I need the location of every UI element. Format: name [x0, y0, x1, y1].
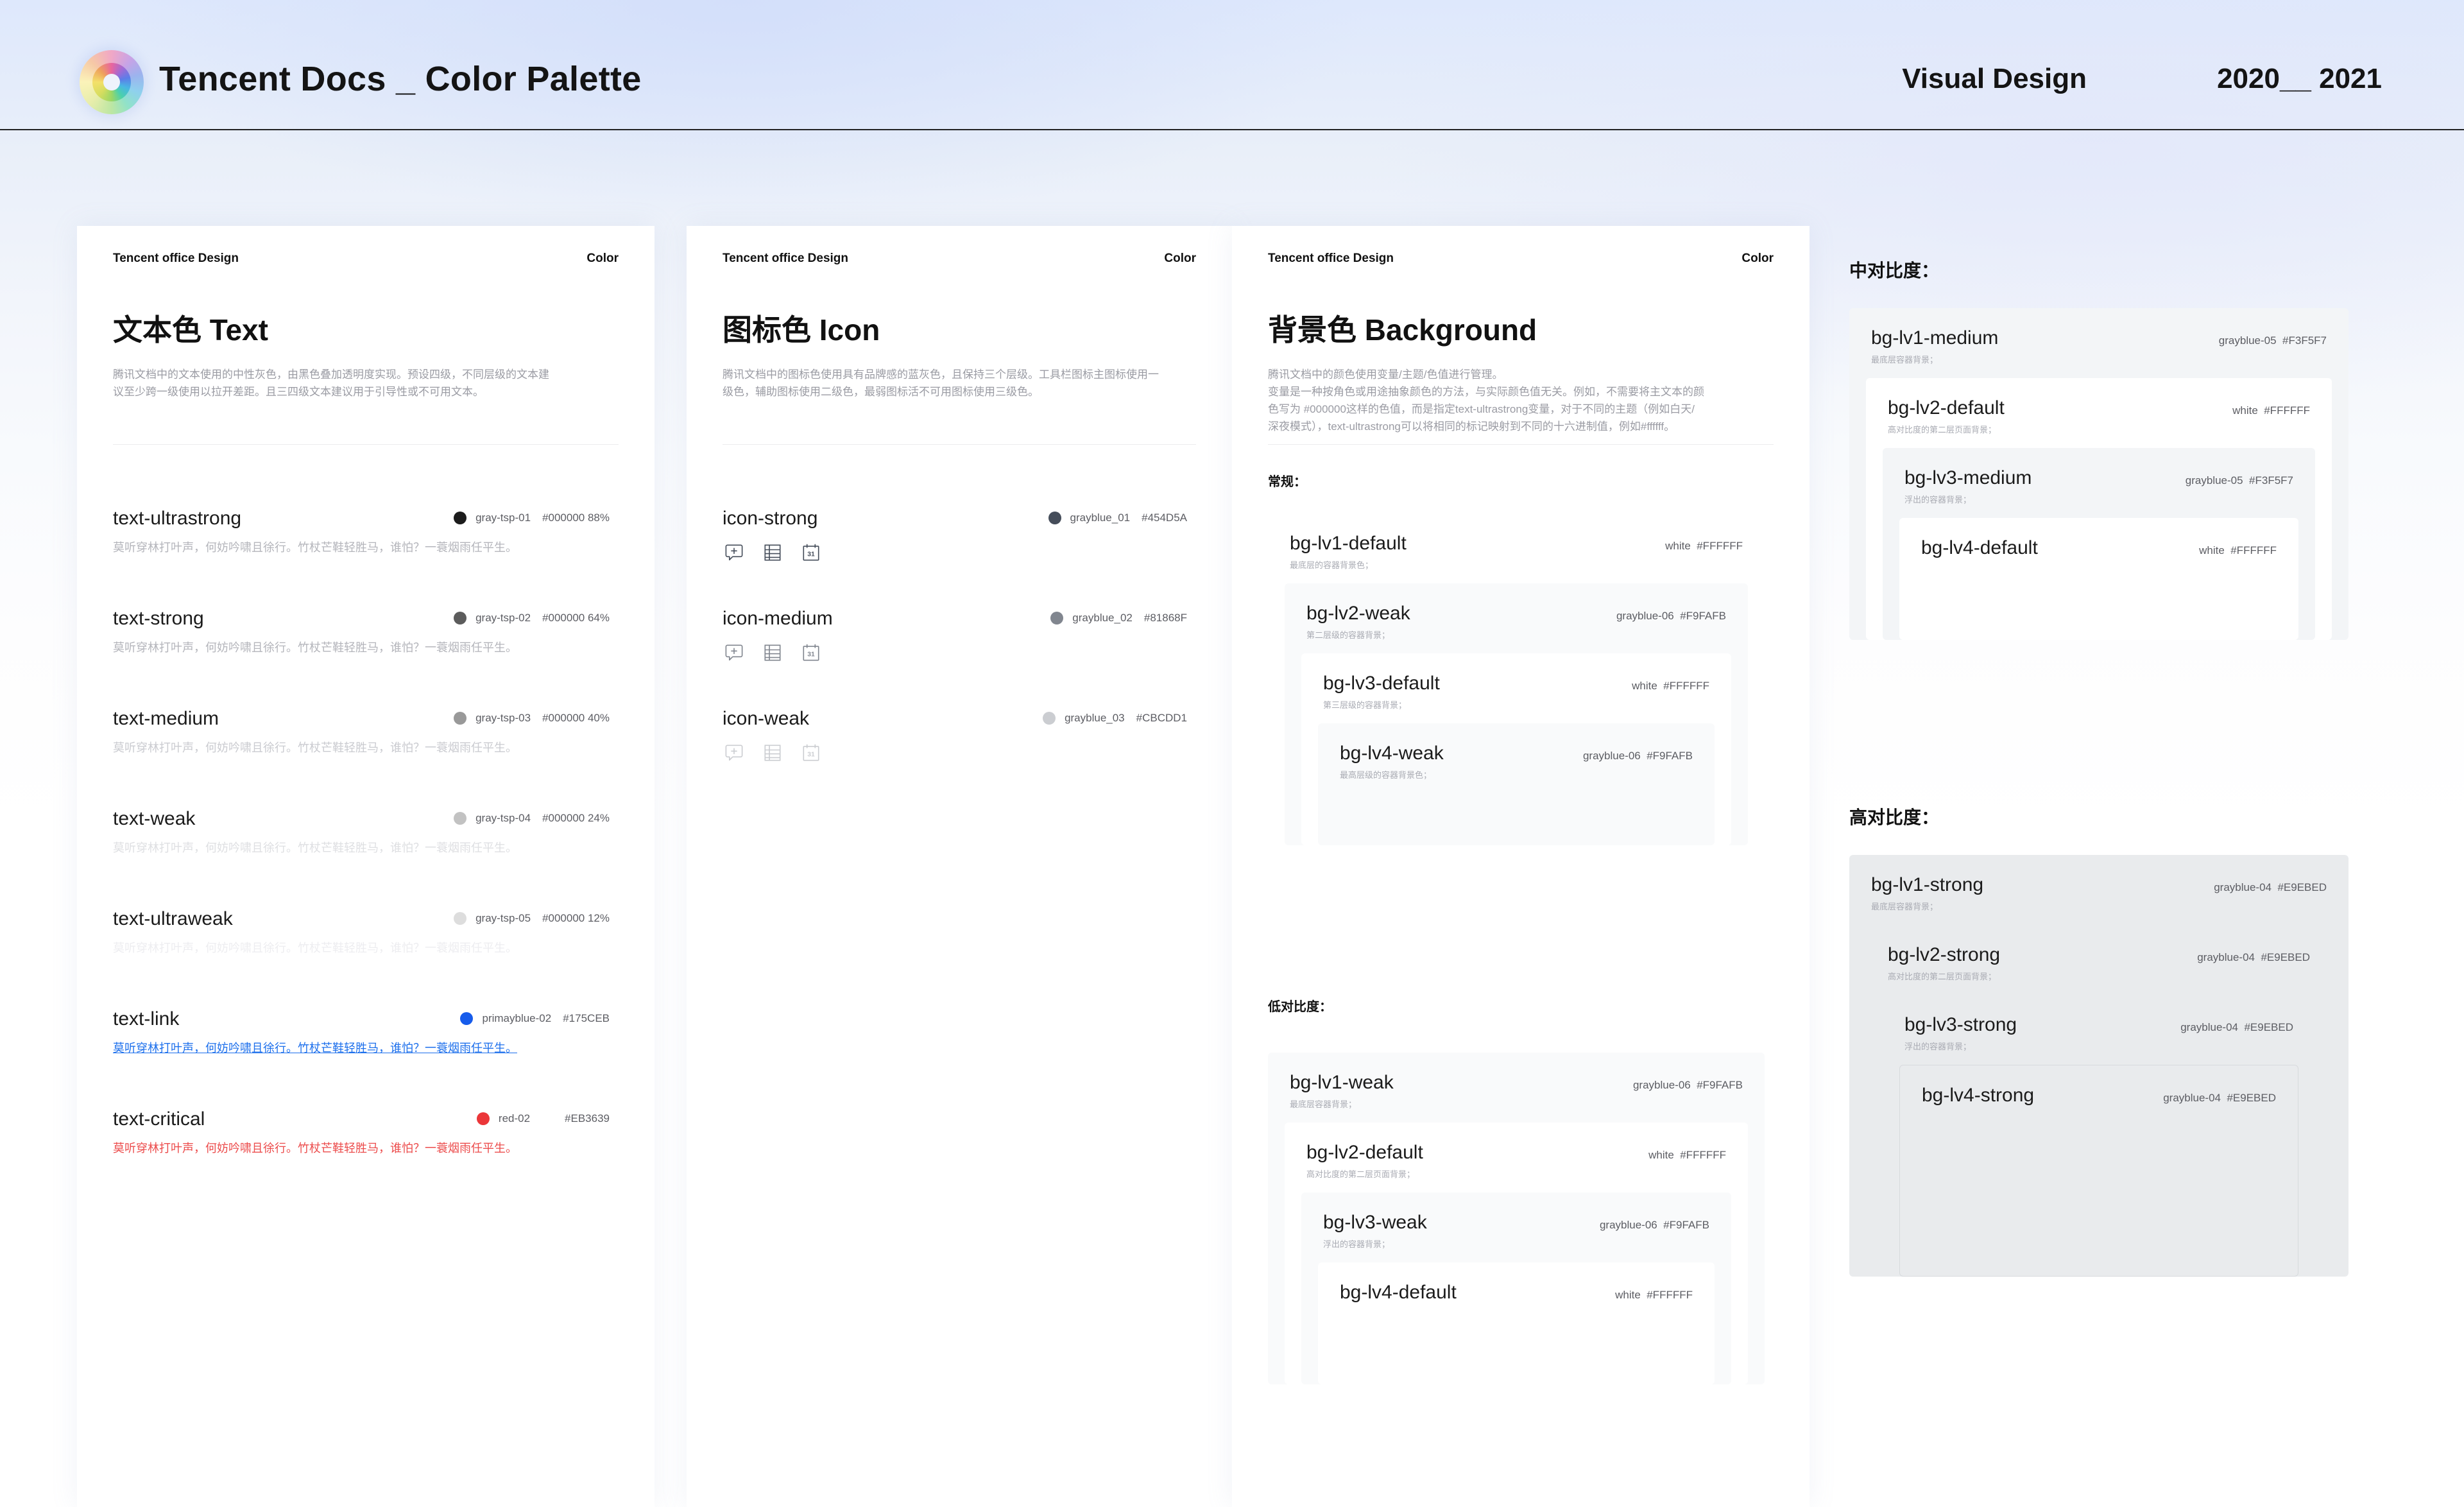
svg-text:31: 31 [807, 551, 815, 558]
svg-text:31: 31 [807, 751, 815, 758]
svg-text:31: 31 [807, 651, 815, 658]
